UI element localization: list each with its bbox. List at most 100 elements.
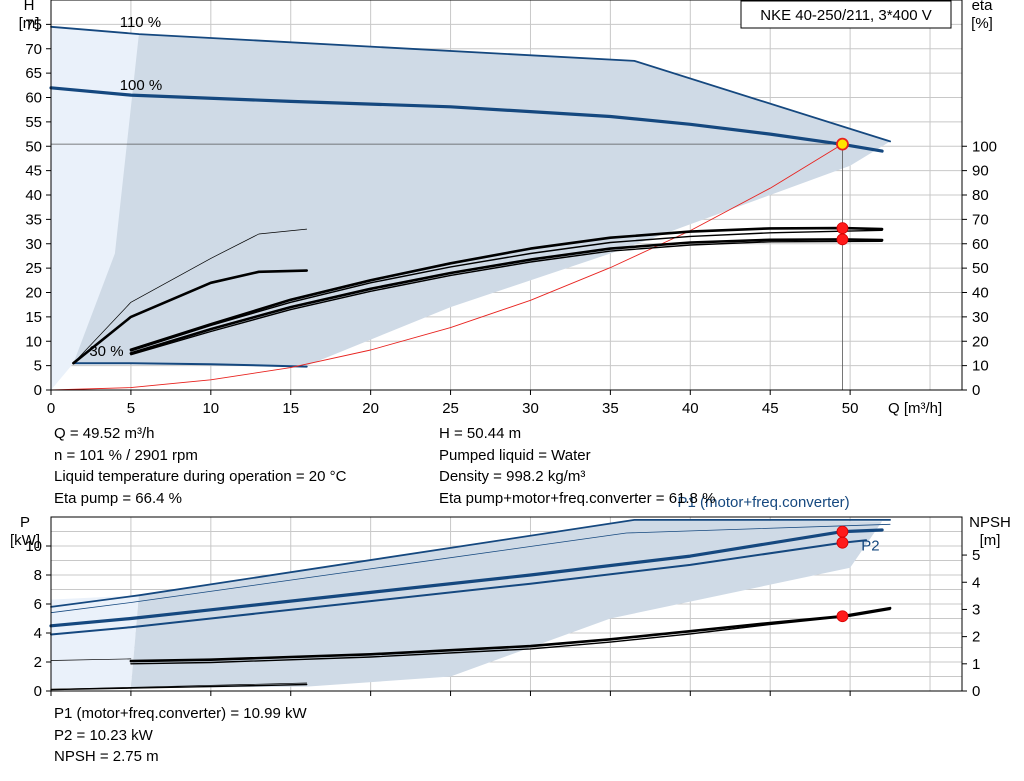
curve-p2	[50, 539, 868, 636]
y-right-tick-label: 30	[972, 309, 989, 326]
curve-eta-pump	[129, 226, 884, 352]
operating-region	[130, 519, 883, 689]
x-tick-label: 25	[442, 400, 459, 417]
flow-value: Q = 49.52 m³/h	[54, 425, 155, 442]
y-left-axis-label: H	[24, 0, 35, 14]
p1-value: P1 (motor+freq.converter) = 10.99 kW	[54, 705, 307, 722]
speed-label-30: 30 %	[89, 343, 123, 360]
y-right-axis-label: [m]	[980, 532, 1001, 549]
eta-total-value: Eta pump+motor+freq.converter = 61.8 %	[439, 489, 716, 507]
x-tick-label: 10	[202, 400, 219, 417]
low-flow-region	[51, 26, 139, 391]
curve-eta-pump-motor-freq-converter	[129, 238, 884, 355]
curve-eta-total-2	[130, 240, 883, 356]
speed-value: n = 101 % / 2901 rpm	[54, 446, 198, 464]
y-left-tick-label: 2	[34, 654, 42, 671]
x-tick-label: 5	[127, 400, 135, 417]
operating-marker-1	[836, 536, 849, 549]
curve-eta-thin	[73, 228, 308, 364]
duty-point-marker	[836, 137, 849, 151]
y-right-tick-label: 60	[972, 236, 989, 253]
y-left-tick-label: 50	[25, 138, 42, 155]
density-value: Density = 998.2 kg/m³	[439, 468, 586, 485]
x-tick-label: 35	[602, 400, 619, 417]
curve-label-p1-motor-freq-converter: P1 (motor+freq.converter)	[678, 494, 850, 511]
y-right-axis-label: [%]	[971, 15, 993, 32]
operating-point-info-left: Q = 49.52 m³/h n = 101 % / 2901 rpm Liqu…	[54, 423, 346, 509]
y-left-tick-label: 5	[34, 358, 42, 375]
x-axis-label: Q [m³/h]	[888, 400, 942, 417]
curve-p-30-b	[50, 682, 308, 690]
y-right-axis-label: eta	[972, 0, 994, 14]
temperature-value: Liquid temperature during operation = 20…	[54, 468, 347, 485]
operating-marker-2	[836, 233, 849, 246]
y-left-tick-label: 35	[25, 211, 42, 228]
y-right-tick-label: 40	[972, 285, 989, 302]
head-efficiency-panel: 0510152025303540455055606570750102030405…	[19, 0, 997, 417]
y-left-tick-label: 65	[25, 65, 42, 82]
y-left-tick-label: 0	[34, 382, 42, 399]
y-left-tick-label: 6	[34, 596, 42, 613]
y-left-tick-label: 30	[25, 236, 42, 253]
curve-p1-motor-freq-converter	[50, 519, 891, 608]
curve-30	[72, 362, 308, 368]
x-tick-label: 20	[362, 400, 379, 417]
curve-eta-pump-2	[130, 229, 883, 352]
x-tick-label: 0	[47, 400, 55, 417]
eta-pump-value: Eta pump = 66.4 %	[54, 489, 182, 507]
y-left-tick-label: 45	[25, 163, 42, 180]
y-right-tick-label: 100	[972, 138, 997, 155]
y-left-tick-label: 55	[25, 114, 42, 131]
y-right-axis-label: NPSH	[969, 514, 1011, 531]
curve-100	[49, 86, 884, 153]
y-right-tick-label: 1	[972, 656, 980, 673]
head-value: H = 50.44 m	[439, 425, 522, 442]
power-info: P1 (motor+freq.converter) = 10.99 kW P2 …	[54, 703, 307, 768]
curve-npsh	[129, 606, 892, 663]
x-tick-label: 15	[282, 400, 299, 417]
power-npsh-panel: 0 2 4 6 8 10 0 1 2 3 4 5 P[kW] NPSH[m] P1 (motor+freq.…	[10, 494, 1011, 700]
x-tick-label: 50	[842, 400, 859, 417]
operating-region	[73, 34, 891, 366]
operating-marker-0	[836, 525, 849, 538]
y-left-axis-label: [m]	[19, 15, 40, 32]
y-left-tick-label: 0	[34, 683, 42, 700]
y-left-tick-label: 10	[25, 538, 42, 555]
y-right-tick-label: 0	[972, 382, 980, 399]
pump-model-box	[740, 0, 952, 29]
curve-npsh-low	[50, 658, 132, 661]
y-right-tick-label: 20	[972, 333, 989, 350]
y-right-tick-label: 3	[972, 601, 980, 618]
curve-p-30-a	[50, 683, 308, 691]
y-left-tick-label: 60	[25, 90, 42, 107]
y-left-tick-label: 25	[25, 260, 42, 277]
curve-110	[50, 25, 891, 143]
pump-model-title: NKE 40-250/211, 3*400 V	[760, 7, 932, 24]
y-left-tick-label: 70	[25, 41, 42, 58]
y-left-axis-label: P	[20, 514, 30, 531]
y-right-tick-label: 70	[972, 211, 989, 228]
curve-p1-100	[49, 528, 884, 628]
y-right-tick-label: 90	[972, 163, 989, 180]
y-right-tick-label: 0	[972, 683, 980, 700]
y-right-tick-label: 4	[972, 574, 980, 591]
y-right-tick-label: 5	[972, 547, 980, 564]
speed-label-100: 100 %	[120, 77, 163, 94]
y-right-tick-label: 50	[972, 260, 989, 277]
y-left-tick-label: 8	[34, 567, 42, 584]
operating-point-info-right: H = 50.44 m Pumped liquid = Water Densit…	[439, 423, 715, 509]
y-left-tick-label: 4	[34, 625, 42, 642]
curve-eta-low-speed	[72, 269, 309, 365]
curve-npsh-2	[130, 608, 891, 665]
x-tick-label: 45	[762, 400, 779, 417]
y-right-tick-label: 80	[972, 187, 989, 204]
p2-value: P2 = 10.23 kW	[54, 726, 153, 744]
low-flow-region	[51, 595, 139, 689]
x-tick-label: 40	[682, 400, 699, 417]
curve-label-p2: P2	[861, 537, 879, 554]
operating-marker-2	[836, 610, 849, 623]
curve-system-curve	[50, 143, 843, 391]
y-left-tick-label: 40	[25, 187, 42, 204]
y-right-tick-label: 2	[972, 629, 980, 646]
